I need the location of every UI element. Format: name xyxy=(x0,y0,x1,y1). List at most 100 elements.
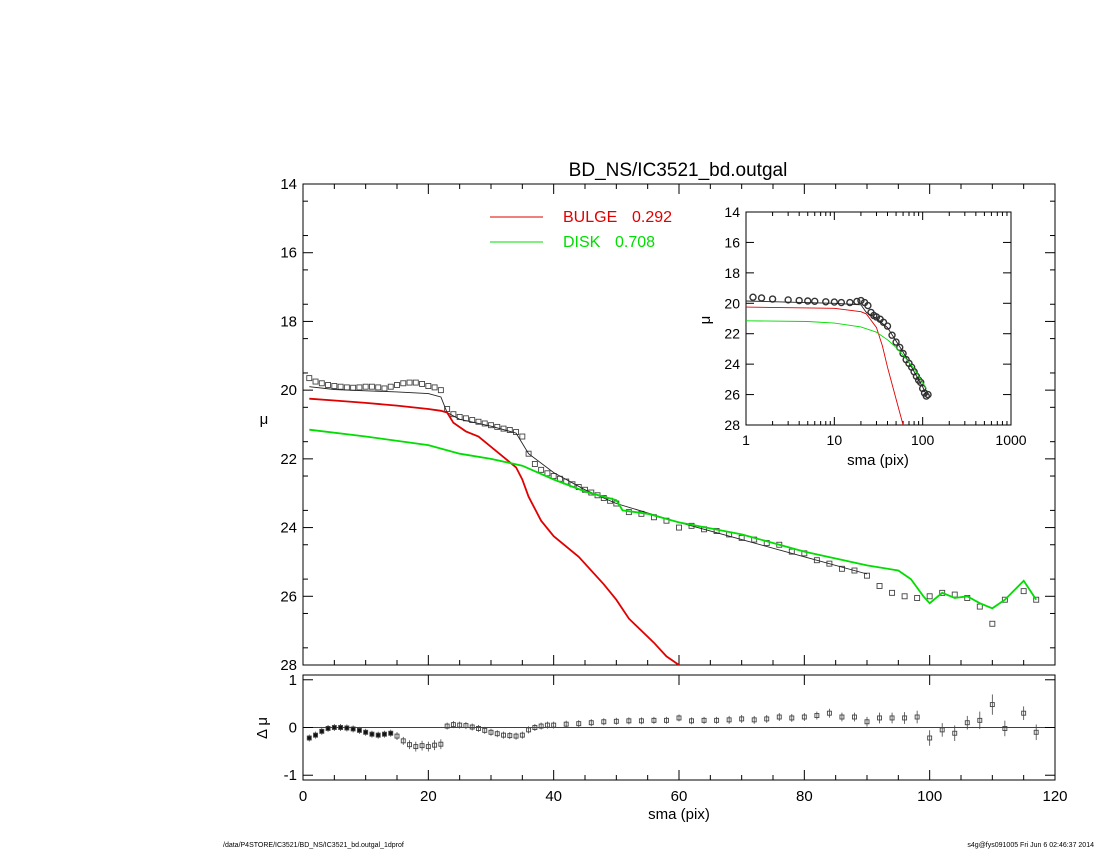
data-point xyxy=(851,567,858,574)
data-point xyxy=(312,378,319,385)
data-point xyxy=(788,548,795,555)
residual-point xyxy=(331,725,337,730)
residual-point xyxy=(714,717,720,723)
data-point xyxy=(1020,588,1027,595)
x-tick-label: 60 xyxy=(671,788,688,805)
inset-y-tick-label: 16 xyxy=(724,234,740,250)
data-point xyxy=(889,589,896,596)
data-point xyxy=(362,383,369,390)
data-point xyxy=(412,379,419,386)
inset-y-axis-label: μ xyxy=(697,316,714,325)
residual-y-tick-label: 0 xyxy=(289,720,297,737)
data-point xyxy=(838,565,845,572)
x-tick-label: 20 xyxy=(420,788,437,805)
data-point xyxy=(337,383,344,390)
residual-point xyxy=(989,702,995,708)
residual-point xyxy=(638,718,644,724)
inset-data-point xyxy=(864,301,872,310)
residual-point xyxy=(400,738,406,744)
inset-data-point xyxy=(912,372,921,381)
data-point xyxy=(914,595,921,601)
main-y-tick-label: 24 xyxy=(280,520,297,537)
data-point xyxy=(325,382,332,388)
residual-point xyxy=(513,733,519,739)
residual-point xyxy=(977,717,983,723)
data-point xyxy=(989,620,996,627)
residual-point xyxy=(350,726,356,732)
data-point xyxy=(876,583,883,589)
data-point xyxy=(826,560,833,567)
residual-point xyxy=(319,728,325,734)
data-point xyxy=(343,384,350,391)
residual-point xyxy=(482,727,488,733)
residual-point xyxy=(325,726,331,731)
data-point xyxy=(939,589,946,596)
inset-data-point xyxy=(892,338,900,346)
residual-point xyxy=(1033,729,1039,735)
x-tick-label: 120 xyxy=(1042,788,1067,805)
residual-point xyxy=(814,713,820,719)
residual-point xyxy=(764,716,770,722)
residual-point xyxy=(494,731,500,737)
residual-point xyxy=(563,721,569,727)
footer-file-path: /data/P4STORE/IC3521/BD_NS/IC3521_bd.out… xyxy=(223,842,404,849)
data-point xyxy=(1001,596,1008,603)
inset-data-point xyxy=(822,298,830,306)
residual-point xyxy=(463,723,469,729)
residual-point xyxy=(789,715,795,721)
residual-point xyxy=(338,725,344,730)
data-point xyxy=(901,593,908,600)
residual-point xyxy=(363,729,369,735)
inset-y-tick-label: 24 xyxy=(724,356,740,372)
residual-point xyxy=(914,714,920,720)
residual-point xyxy=(927,735,933,741)
residual-point xyxy=(538,723,544,729)
inset-x-tick-label: 1000 xyxy=(995,432,1026,448)
x-tick-label: 100 xyxy=(917,788,942,805)
inset-x-tick-label: 10 xyxy=(827,432,843,448)
legend-disk-value: 0.708 xyxy=(615,234,655,251)
residual-point xyxy=(701,717,707,723)
data-point xyxy=(400,380,407,387)
residual-point xyxy=(776,714,782,720)
residual-point xyxy=(601,719,607,725)
residual-point xyxy=(664,717,669,723)
main-plot: BD_NS/IC3521_bd.outgal μ BULGE 0.292 DIS… xyxy=(260,160,1056,674)
inset-y-tick-label: 28 xyxy=(724,417,740,433)
data-point xyxy=(406,379,413,386)
data-point xyxy=(381,385,388,392)
inset-bulge-line xyxy=(746,306,904,425)
residual-point xyxy=(689,718,694,724)
data-point xyxy=(519,433,526,440)
residual-point xyxy=(613,718,619,724)
inset-y-tick-label: 22 xyxy=(724,326,740,342)
residual-point xyxy=(532,725,538,730)
chart-title: BD_NS/IC3521_bd.outgal xyxy=(569,160,788,181)
inset-data-point xyxy=(804,297,812,305)
data-point xyxy=(394,382,400,388)
residual-point xyxy=(739,716,745,722)
inset-data-point xyxy=(883,322,892,330)
main-y-tick-label: 16 xyxy=(280,245,297,262)
residual-point xyxy=(313,732,318,738)
data-point xyxy=(676,524,682,531)
residual-point xyxy=(457,722,463,728)
legend-disk-label: DISK xyxy=(563,234,601,251)
residual-point xyxy=(626,718,632,724)
inset-data-point xyxy=(888,331,896,339)
data-point xyxy=(738,534,745,541)
residual-point xyxy=(1002,726,1008,731)
data-point xyxy=(387,383,394,390)
inset-plot-area xyxy=(746,293,932,425)
inset-y-tick-label: 18 xyxy=(724,265,740,281)
data-point xyxy=(350,384,357,391)
legend-bulge-label: BULGE xyxy=(563,209,617,226)
inset-model-line xyxy=(746,300,927,395)
main-y-tick-label: 28 xyxy=(280,657,297,674)
data-point xyxy=(813,557,820,564)
residual-point xyxy=(344,725,350,731)
footer-user-timestamp: s4g@fys091005 Fri Jun 6 02:46:37 2014 xyxy=(967,842,1094,849)
residual-point xyxy=(676,715,682,721)
main-y-tick-label: 22 xyxy=(280,451,297,468)
